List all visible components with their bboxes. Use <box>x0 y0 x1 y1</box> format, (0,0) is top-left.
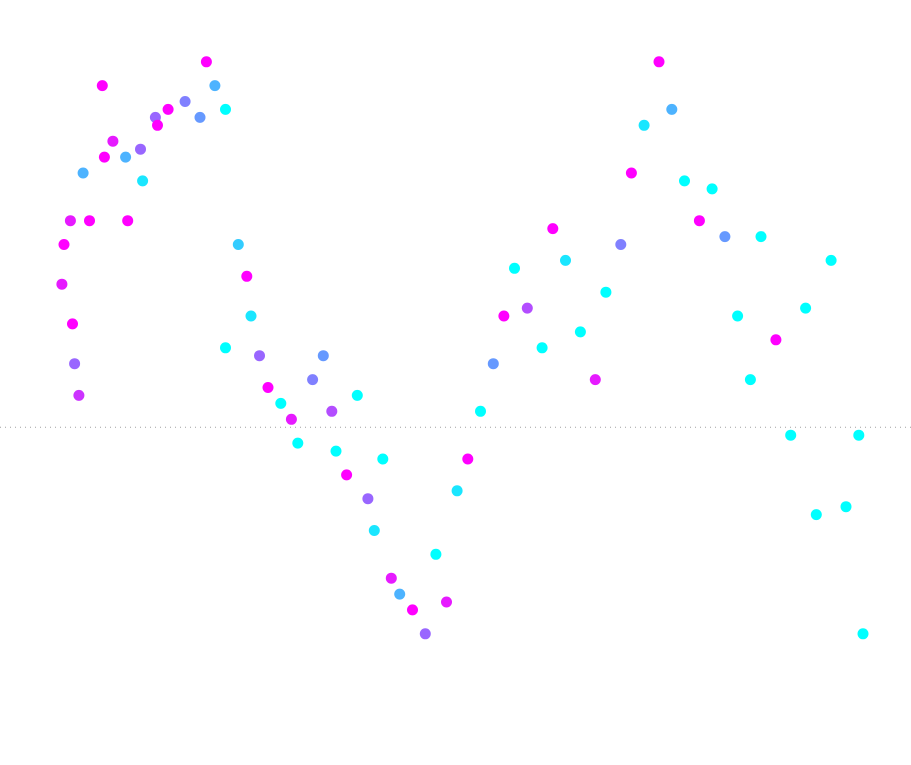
scatter-point <box>58 239 70 250</box>
scatter-point <box>857 628 869 640</box>
scatter-point <box>394 588 406 600</box>
scatter-point <box>77 167 89 179</box>
scatter-point <box>475 405 486 417</box>
scatter-point <box>487 358 499 370</box>
scatter-point <box>430 548 442 560</box>
scatter-point <box>377 453 389 465</box>
scatter-point <box>254 350 265 362</box>
scatter-point <box>326 405 338 417</box>
scatter-point <box>589 374 601 386</box>
scatter-point <box>600 286 612 298</box>
scatter-point <box>521 302 533 314</box>
scatter-point <box>785 429 797 441</box>
scatter-point <box>719 231 731 243</box>
scatter-point <box>69 358 81 370</box>
scatter-point <box>292 437 304 449</box>
scatter-point <box>770 334 782 346</box>
scatter-point <box>67 318 78 330</box>
scatter-point <box>232 239 244 250</box>
scatter-point <box>407 604 418 616</box>
scatter-point <box>209 80 221 92</box>
scatter-point <box>638 119 650 131</box>
scatter-point <box>679 175 690 187</box>
scatter-point <box>220 342 231 354</box>
scatter-point <box>200 56 212 68</box>
scatter-point <box>693 215 705 227</box>
scatter-point <box>451 485 463 497</box>
scatter-point <box>547 223 559 235</box>
scatter-point <box>498 310 510 322</box>
scatter-point <box>135 143 146 155</box>
plot-area <box>0 56 911 640</box>
scatter-point <box>152 119 163 131</box>
scatter-point <box>84 215 95 227</box>
scatter-point <box>96 80 108 92</box>
scatter-point <box>194 111 206 123</box>
scatter-point <box>98 151 110 163</box>
scatter-point <box>653 56 665 68</box>
scatter-point <box>162 103 174 115</box>
scatter-point <box>825 254 837 266</box>
scatter-point <box>732 310 744 322</box>
scatter-point <box>800 302 812 314</box>
scatter-point <box>330 445 342 457</box>
scatter-point <box>307 374 319 386</box>
scatter-point <box>64 215 76 227</box>
scatter-point <box>120 151 132 163</box>
scatter-point <box>56 278 68 290</box>
scatter-point <box>137 175 149 187</box>
scatter-point <box>419 628 431 640</box>
scatter-point <box>625 167 637 179</box>
scatter-point <box>810 509 822 521</box>
scatter-point <box>122 215 134 227</box>
scatter-point <box>574 326 586 338</box>
scatter-point <box>509 262 520 274</box>
scatter-point <box>706 183 718 195</box>
scatter-point <box>666 103 678 115</box>
scatter-point <box>744 374 756 386</box>
scatter-point <box>285 413 297 425</box>
scatter-point <box>462 453 474 465</box>
scatter-point <box>385 572 397 584</box>
scatter-point <box>536 342 548 354</box>
scatter-point <box>853 429 865 441</box>
scatter-point <box>317 350 329 362</box>
scatter-point <box>441 596 452 608</box>
scatter-point <box>615 239 627 250</box>
scatter-point <box>241 270 253 282</box>
scatter-point <box>107 135 119 147</box>
scatter-point <box>73 389 85 401</box>
scatter-point <box>368 525 380 536</box>
scatter-point <box>341 469 353 481</box>
scatter-point <box>840 501 852 513</box>
scatter-point <box>220 103 231 115</box>
scatter-point <box>262 382 274 393</box>
scatter-point <box>362 493 374 505</box>
scatter-point <box>351 389 363 401</box>
scatter-point <box>245 310 257 322</box>
scatter-point <box>179 96 191 107</box>
scatter-point <box>755 231 767 243</box>
scatter-point <box>560 254 571 266</box>
scatter-point <box>275 397 287 409</box>
